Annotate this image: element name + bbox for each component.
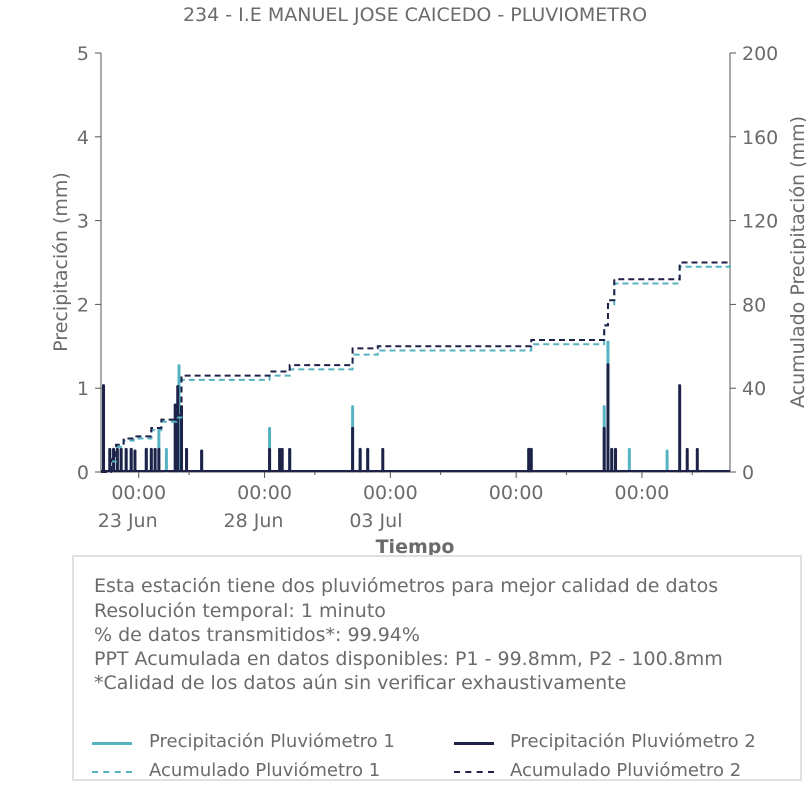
y-tick-label-right: 0 bbox=[742, 462, 754, 484]
x-axis-label: Tiempo bbox=[376, 536, 455, 558]
y-tick-label-right: 80 bbox=[742, 294, 766, 316]
info-line-4: PPT Acumulada en datos disponibles: P1 -… bbox=[94, 648, 723, 670]
precipitation-chart: 234 - I.E MANUEL JOSE CAICEDO - PLUVIOME… bbox=[50, 4, 806, 558]
legend-label-p1: Precipitación Pluviómetro 1 bbox=[149, 731, 395, 752]
y-tick-label-left: 2 bbox=[77, 294, 89, 316]
y-tick-label-right: 160 bbox=[742, 127, 778, 149]
axes bbox=[100, 53, 731, 473]
x-tick-label: 00:00 bbox=[615, 482, 670, 504]
y-tick-label-left: 0 bbox=[77, 462, 89, 484]
x-tick-label: 00:00 bbox=[363, 482, 418, 504]
info-line-3: % de datos transmitidos*: 99.94% bbox=[94, 624, 420, 646]
y-tick-label-right: 120 bbox=[742, 211, 778, 233]
chart-title: 234 - I.E MANUEL JOSE CAICEDO - PLUVIOME… bbox=[183, 4, 647, 26]
info-box: Esta estación tiene dos pluviómetros par… bbox=[72, 555, 802, 781]
x-tick-date-label: 03 Jul bbox=[349, 510, 402, 532]
y-tick-label-right: 40 bbox=[742, 378, 766, 400]
legend-swatch-a2 bbox=[454, 771, 494, 773]
legend-swatch-p2 bbox=[454, 742, 494, 745]
y-axis-label-left: Precipitación (mm) bbox=[50, 172, 72, 352]
x-tick-label: 00:00 bbox=[237, 482, 292, 504]
info-line-5: *Calidad de los datos aún sin verificar … bbox=[94, 672, 627, 694]
y-tick-label-left: 5 bbox=[77, 43, 89, 65]
y-axis-label-right: Acumulado Precipitación (mm) bbox=[787, 116, 806, 408]
series-layer bbox=[101, 260, 731, 473]
y-tick-label-right: 200 bbox=[742, 43, 778, 65]
legend-label-p2: Precipitación Pluviómetro 2 bbox=[510, 731, 756, 752]
x-tick-label: 00:00 bbox=[111, 482, 166, 504]
info-line-2: Resolución temporal: 1 minuto bbox=[94, 600, 386, 622]
legend-label-a2: Acumulado Pluviómetro 2 bbox=[510, 760, 742, 781]
legend-swatch-a1 bbox=[92, 771, 132, 773]
x-tick-date-label: 23 Jun bbox=[98, 510, 158, 532]
x-tick-date-label: 28 Jun bbox=[224, 510, 284, 532]
y-tick-label-left: 1 bbox=[77, 378, 89, 400]
accumulated-line-3 bbox=[101, 260, 731, 473]
y-tick-label-left: 3 bbox=[77, 211, 89, 233]
accumulated-line-2 bbox=[101, 262, 731, 473]
axis-ticks: 0 1 2 3 4 5 0 40 80 120 160 200 00:00 23 Jun 00:00 28 J… bbox=[77, 43, 778, 532]
legend-label-a1: Acumulado Pluviómetro 1 bbox=[149, 760, 381, 781]
legend-swatch-p1 bbox=[92, 742, 132, 745]
x-tick-label: 00:00 bbox=[489, 482, 544, 504]
info-line-1: Esta estación tiene dos pluviómetros par… bbox=[94, 575, 719, 597]
y-tick-label-left: 4 bbox=[77, 127, 89, 149]
